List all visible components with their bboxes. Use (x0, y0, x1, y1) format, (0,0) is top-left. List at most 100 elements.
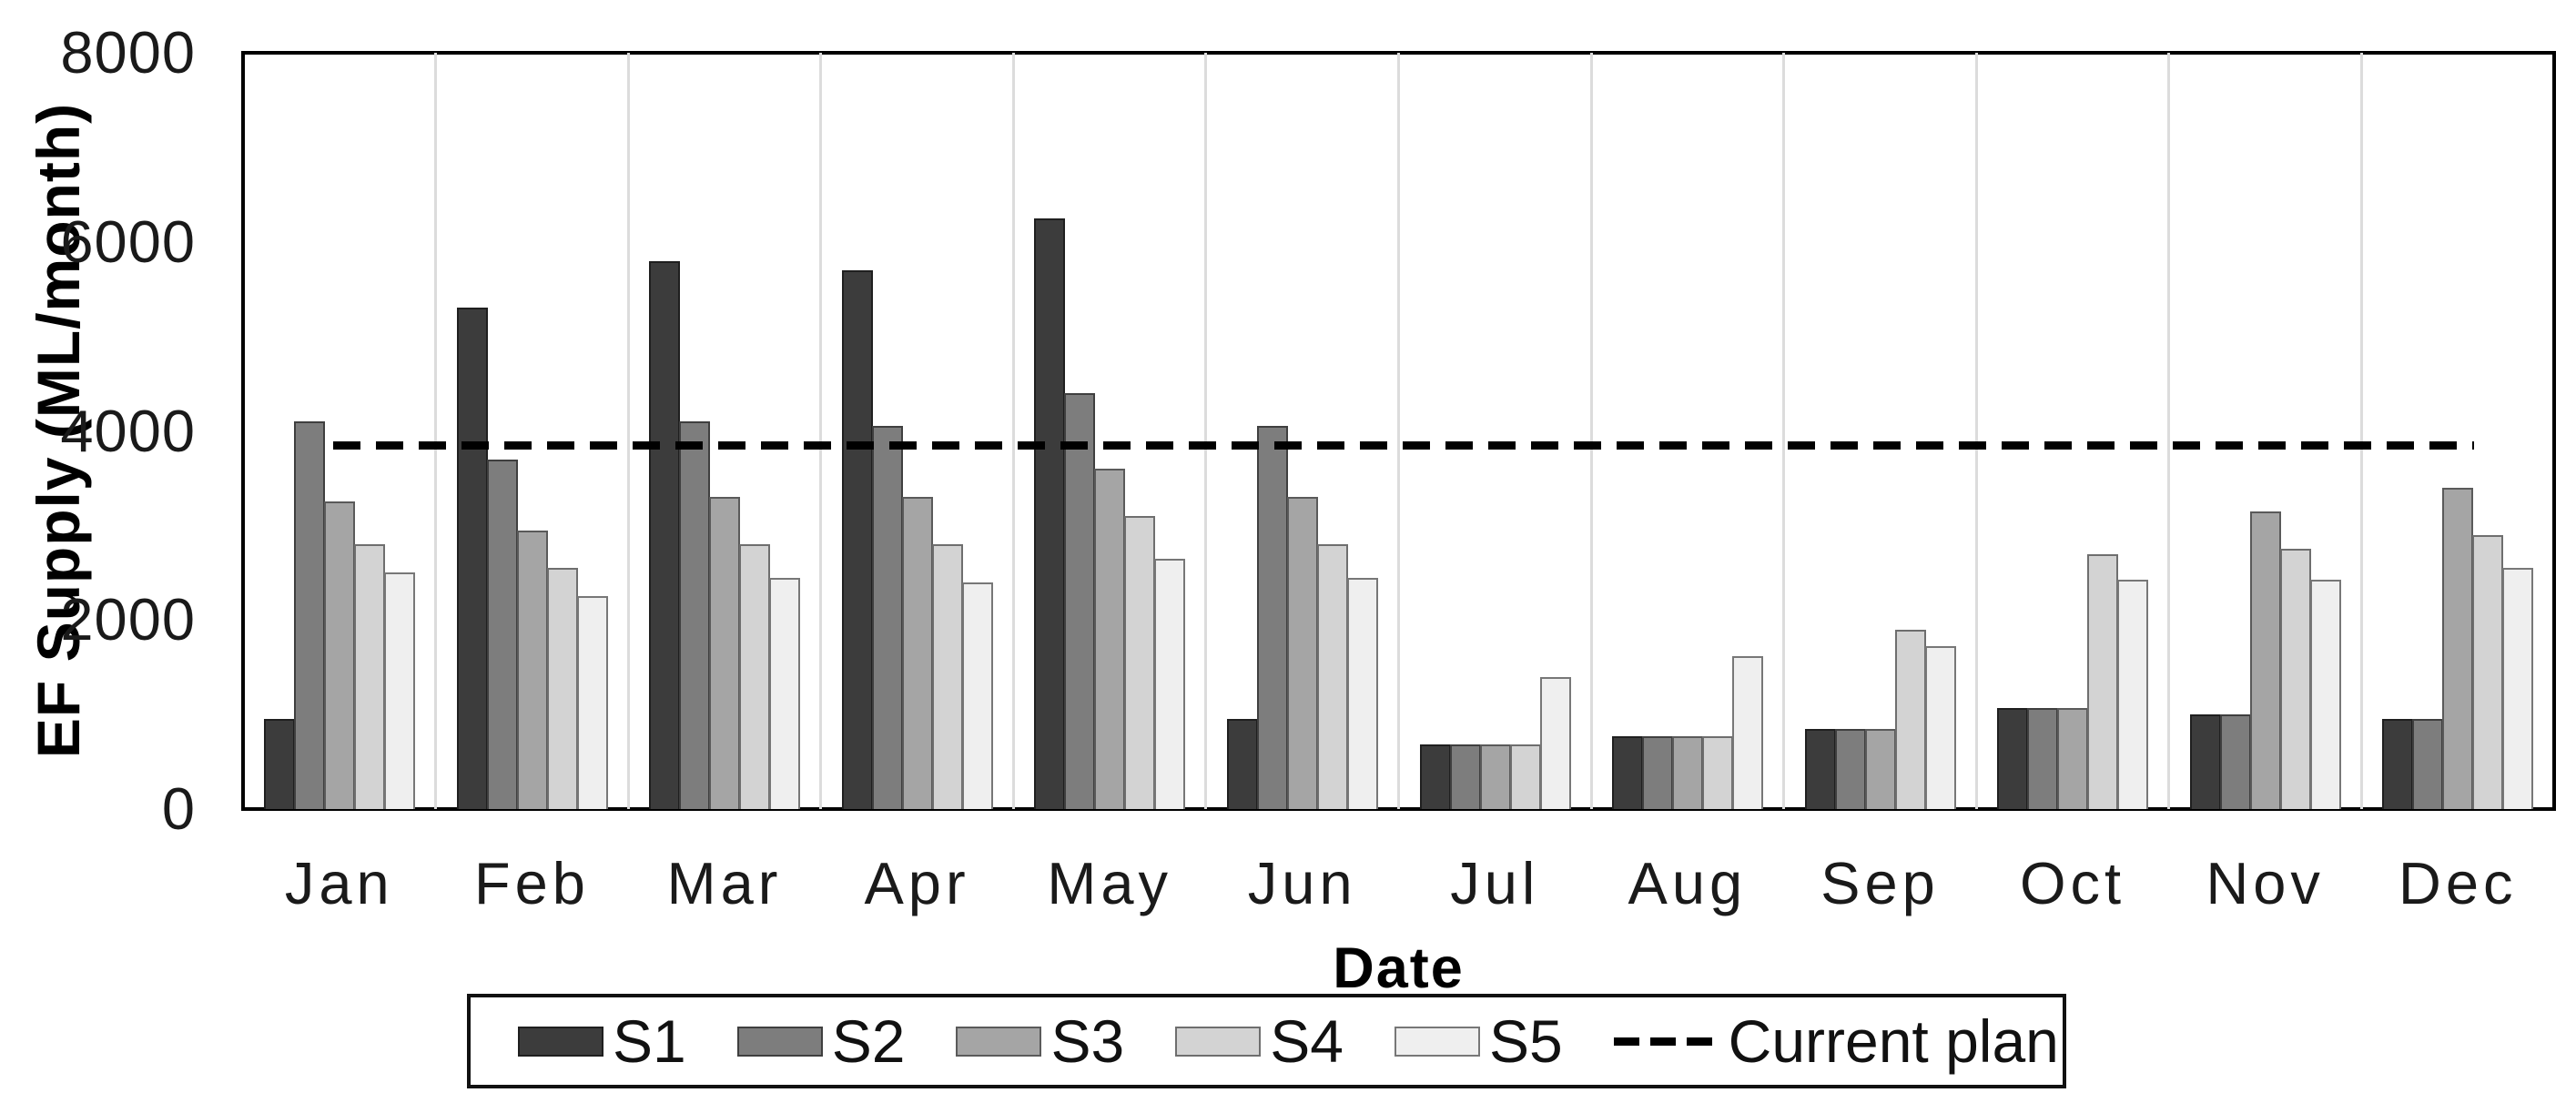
bar-Sep-S1 (1804, 728, 1836, 809)
bar-Feb-S1 (456, 308, 488, 809)
x-tick-label-Sep: Sep (1820, 850, 1940, 916)
vertical-gridline (2359, 53, 2363, 809)
x-tick-label-Jun: Jun (1247, 850, 1357, 916)
bar-Jan-S2 (294, 421, 325, 809)
bar-Jun-S5 (1346, 577, 1378, 809)
y-tick-label-0: 0 (161, 775, 196, 842)
vertical-gridline (819, 53, 823, 809)
vertical-gridline (1782, 53, 1786, 809)
bar-Jan-S3 (324, 501, 355, 809)
bar-Aug-S2 (1642, 736, 1674, 809)
legend-label-S2: S2 (831, 1007, 906, 1075)
bar-Apr-S5 (961, 582, 993, 809)
x-tick-label-May: May (1047, 850, 1173, 916)
bar-Feb-S5 (576, 596, 608, 809)
bar-Sep-S2 (1834, 728, 1866, 809)
x-tick-label-Apr: Apr (864, 850, 970, 916)
bar-Jul-S1 (1419, 744, 1451, 809)
x-tick-label-Mar: Mar (666, 850, 783, 916)
bar-Nov-S5 (2309, 579, 2341, 809)
vertical-gridline (1204, 53, 1208, 809)
bar-Jan-S4 (354, 544, 385, 809)
legend-label-current-plan: Current plan (1728, 1007, 2059, 1075)
x-tick-label-Oct: Oct (2019, 850, 2126, 916)
bar-Aug-S1 (1612, 736, 1644, 809)
bar-Oct-S2 (2027, 707, 2059, 809)
bar-Jun-S2 (1256, 426, 1288, 809)
legend-label-S4: S4 (1270, 1007, 1344, 1075)
bar-Oct-S4 (2087, 553, 2119, 809)
bar-Nov-S3 (2249, 511, 2281, 809)
bar-Jun-S3 (1286, 497, 1318, 809)
vertical-gridline (434, 53, 438, 809)
legend-swatch-S1 (518, 1026, 603, 1057)
vertical-gridline (1397, 53, 1400, 809)
bar-Feb-S4 (546, 568, 578, 809)
bar-Dec-S3 (2442, 487, 2474, 809)
vertical-gridline (1589, 53, 1593, 809)
vertical-gridline (1974, 53, 1978, 809)
legend-swatch-S4 (1175, 1026, 1262, 1057)
legend-label-S5: S5 (1488, 1007, 1563, 1075)
bar-Jun-S4 (1316, 544, 1348, 809)
bar-Jan-S1 (264, 719, 295, 809)
x-tick-label-Aug: Aug (1628, 850, 1748, 916)
bar-Jul-S3 (1479, 744, 1511, 809)
bar-Dec-S2 (2412, 719, 2444, 809)
bar-Feb-S2 (486, 459, 518, 809)
bar-Dec-S4 (2472, 534, 2504, 809)
bar-Oct-S1 (1997, 707, 2029, 809)
vertical-gridline (2167, 53, 2171, 809)
bar-Sep-S4 (1894, 629, 1926, 809)
legend-swatch-S3 (956, 1026, 1042, 1057)
bar-May-S3 (1094, 469, 1126, 809)
vertical-gridline (1011, 53, 1015, 809)
bar-May-S2 (1064, 392, 1096, 809)
x-tick-label-Jul: Jul (1450, 850, 1540, 916)
legend: S1 S2 S3 S4 S5 Current plan (467, 994, 2066, 1088)
bar-May-S1 (1034, 218, 1066, 809)
bar-Jun-S1 (1226, 719, 1258, 809)
bar-May-S4 (1124, 515, 1156, 809)
x-tick-label-Dec: Dec (2398, 850, 2518, 916)
legend-dash-sample (1613, 1037, 1716, 1046)
current-plan-dashed-line (332, 441, 2475, 450)
x-axis-title: Date (1333, 936, 1465, 1000)
bar-Sep-S3 (1864, 728, 1896, 809)
x-tick-label-Feb: Feb (473, 850, 590, 916)
bar-Nov-S1 (2189, 714, 2221, 809)
bar-Dec-S1 (2382, 719, 2414, 809)
vertical-gridline (626, 53, 630, 809)
legend-label-S1: S1 (613, 1007, 686, 1075)
y-tick-label-8000: 8000 (60, 19, 196, 86)
y-tick-label-4000: 4000 (60, 397, 196, 464)
bar-Sep-S5 (1924, 646, 1956, 809)
y-tick-label-2000: 2000 (60, 586, 196, 653)
x-tick-label-Nov: Nov (2206, 850, 2325, 916)
bar-Apr-S2 (871, 426, 903, 809)
bar-Jan-S5 (384, 572, 415, 809)
bar-Mar-S5 (769, 577, 801, 809)
bar-Mar-S4 (739, 544, 771, 809)
bar-Feb-S3 (516, 530, 548, 809)
bar-Oct-S3 (2057, 707, 2089, 809)
bar-Jul-S5 (1539, 676, 1571, 809)
bar-Mar-S2 (679, 421, 711, 809)
bar-Apr-S1 (841, 269, 873, 809)
bar-Mar-S1 (649, 260, 681, 809)
x-tick-label-Jan: Jan (284, 850, 394, 916)
bar-Aug-S3 (1672, 736, 1704, 809)
bar-Nov-S2 (2219, 714, 2251, 809)
bar-Apr-S3 (901, 497, 933, 809)
y-tick-label-6000: 6000 (60, 207, 196, 275)
bar-Aug-S5 (1732, 655, 1764, 809)
bar-Apr-S4 (931, 544, 963, 809)
bar-Dec-S5 (2502, 568, 2534, 809)
bar-Mar-S3 (709, 497, 741, 809)
bar-Jul-S4 (1509, 744, 1541, 809)
bar-Nov-S4 (2279, 549, 2311, 809)
bar-Jul-S2 (1449, 744, 1481, 809)
bar-Aug-S4 (1702, 736, 1734, 809)
bar-May-S5 (1154, 558, 1186, 809)
